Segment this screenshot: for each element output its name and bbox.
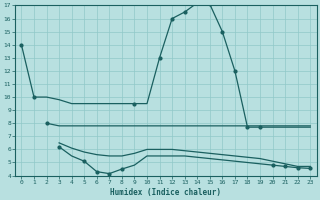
X-axis label: Humidex (Indice chaleur): Humidex (Indice chaleur) bbox=[110, 188, 221, 197]
